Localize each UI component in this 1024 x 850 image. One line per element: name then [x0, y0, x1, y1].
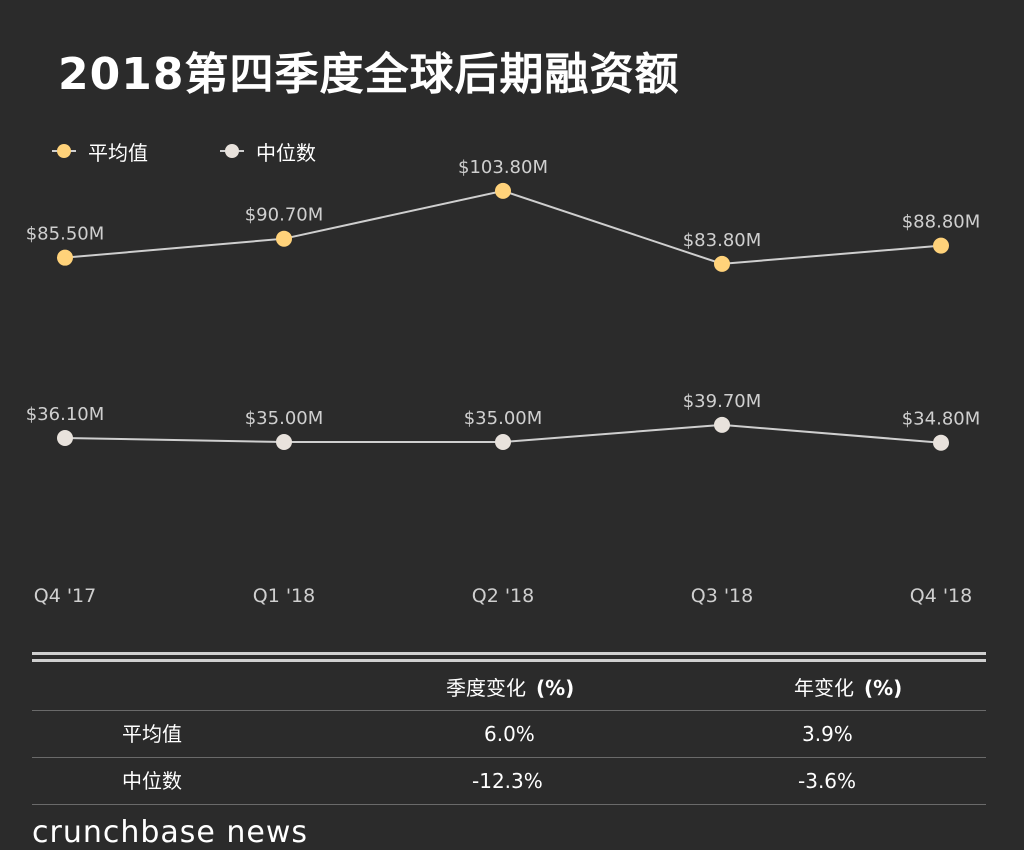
chart-legend: 平均值 中位数 — [50, 137, 386, 166]
data-label-0-2: $103.80M — [458, 157, 548, 178]
data-point-0-1[interactable] — [276, 230, 292, 247]
data-label-0-1: $90.70M — [245, 205, 324, 226]
legend-swatch-mean — [50, 144, 78, 158]
x-tick-label-4: Q4 '18 — [910, 585, 972, 607]
data-label-0-0: $85.50M — [26, 224, 105, 245]
table-top-rule-2 — [32, 659, 986, 662]
legend-item-median[interactable]: 中位数 — [218, 137, 316, 166]
series-line-0 — [64, 189, 942, 265]
line-chart: $85.50M $90.70M $103.80M $83.80M $88.80M $36.… — [26, 157, 981, 607]
footer-brand: crunchbase news — [32, 815, 309, 850]
data-label-0-4: $88.80M — [902, 212, 981, 233]
legend-label-mean: 平均值 — [88, 140, 148, 165]
data-point-1-4[interactable] — [933, 434, 949, 451]
data-point-1-3[interactable] — [714, 416, 730, 433]
x-tick-label-2: Q2 '18 — [472, 585, 534, 607]
data-label-1-2: $35.00M — [464, 408, 543, 429]
mean-qoq-value: 6.0% — [484, 722, 535, 746]
data-point-1-2[interactable] — [495, 434, 511, 450]
data-point-0-3[interactable] — [714, 255, 730, 272]
x-tick-label-1: Q1 '18 — [253, 585, 315, 607]
table-header-row: 季度变化 (%) 年变化 (%) — [32, 664, 986, 711]
data-label-0-3: $83.80M — [683, 230, 762, 251]
legend-label-median: 中位数 — [256, 140, 316, 165]
x-tick-label-0: Q4 '17 — [34, 585, 96, 607]
data-label-1-3: $39.70M — [683, 391, 762, 412]
data-point-0-4[interactable] — [933, 237, 949, 254]
data-point-0-0[interactable] — [57, 249, 73, 266]
data-point-0-2[interactable] — [495, 182, 511, 199]
data-label-1-1: $35.00M — [245, 408, 324, 429]
table-top-rule — [32, 652, 986, 655]
change-table: 季度变化 (%) 年变化 (%) 平均值 6.0% 3.9% 中位数 -12.3% … — [32, 664, 986, 805]
legend-swatch-median — [218, 144, 246, 158]
x-tick-label-3: Q3 '18 — [691, 585, 753, 607]
table-header-yoy: 年变化 (%) — [794, 676, 903, 700]
table-row: 中位数 -12.3% -3.6% — [32, 758, 986, 805]
row-label-mean: 平均值 — [122, 722, 182, 746]
legend-item-mean[interactable]: 平均值 — [50, 137, 148, 166]
table-row: 平均值 6.0% 3.9% — [32, 711, 986, 758]
median-qoq-value: -12.3% — [472, 769, 543, 793]
chart-title: 2018第四季度全球后期融资额 — [58, 49, 680, 100]
data-label-1-0: $36.10M — [26, 404, 105, 425]
data-point-1-0[interactable] — [57, 429, 73, 446]
table-header-qoq: 季度变化 (%) — [446, 676, 575, 700]
mean-yoy-value: 3.9% — [802, 722, 853, 746]
data-label-1-4: $34.80M — [902, 409, 981, 430]
data-point-1-1[interactable] — [276, 434, 292, 450]
median-yoy-value: -3.6% — [798, 769, 857, 793]
row-label-median: 中位数 — [122, 769, 182, 793]
